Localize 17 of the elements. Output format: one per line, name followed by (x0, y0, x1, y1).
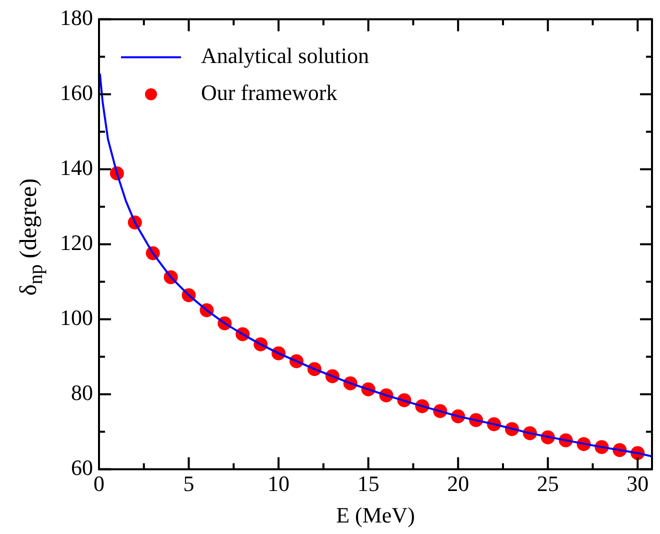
x-axis-title: E (MeV) (336, 502, 415, 528)
legend-label: Our framework (201, 80, 338, 105)
x-tick-label: 5 (183, 471, 194, 496)
y-tick-label: 60 (71, 454, 93, 480)
y-tick-label: 160 (60, 80, 93, 105)
y-tick-label: 120 (60, 230, 93, 255)
y-tick-label: 180 (60, 4, 93, 30)
y-tick-label: 80 (71, 380, 93, 405)
y-tick-label: 100 (60, 304, 93, 330)
x-tick-label: 10 (268, 471, 290, 496)
x-tick-label: 15 (357, 471, 380, 496)
x-tick-label: 25 (536, 471, 559, 496)
x-tick-label: 20 (447, 471, 470, 496)
legend-label: Analytical solution (201, 42, 370, 68)
x-tick-label: 30 (626, 471, 649, 496)
x-tick-label: 0 (94, 471, 104, 496)
y-tick-label: 140 (60, 154, 93, 180)
